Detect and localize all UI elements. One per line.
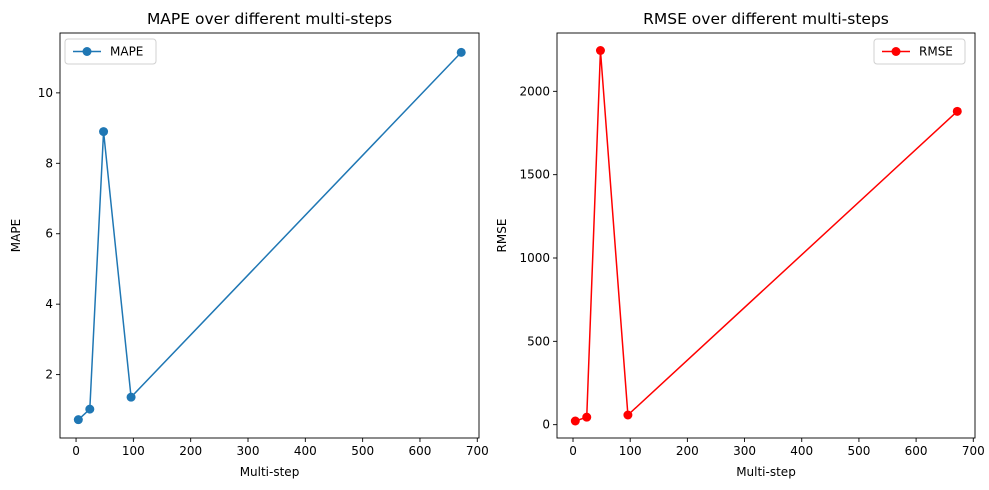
y-axis-label: RMSE xyxy=(495,219,509,253)
mape-chart-panel: MAPE over different multi-steps 0 100 200 30… xyxy=(9,10,489,479)
series-line-mape xyxy=(77,51,462,421)
x-tick-label: 100 xyxy=(122,444,145,458)
y-tick-label: 500 xyxy=(527,334,550,348)
y-tick-label: 2 xyxy=(45,368,53,382)
x-tick-label: 600 xyxy=(905,444,928,458)
legend-marker xyxy=(891,47,901,56)
y-axis-label: MAPE xyxy=(9,219,23,252)
data-point-mape xyxy=(73,415,83,425)
x-tick-label: 0 xyxy=(72,444,80,458)
y-tick-label: 4 xyxy=(45,297,53,311)
mape-plot-frame xyxy=(59,32,480,439)
data-point-mape xyxy=(126,392,136,402)
chart-title: MAPE over different multi-steps xyxy=(147,10,392,28)
legend-label: MAPE xyxy=(110,45,143,59)
x-tick-label: 600 xyxy=(409,444,432,458)
data-point-mape xyxy=(99,127,109,137)
y-tick-label: 2000 xyxy=(519,84,550,98)
data-point-rmse xyxy=(595,46,605,55)
rmse-plot-frame xyxy=(556,32,976,439)
x-axis-label: Multi-step xyxy=(736,465,796,479)
legend-marker xyxy=(82,47,92,56)
x-tick-label: 200 xyxy=(676,444,699,458)
x-tick-label: 300 xyxy=(733,444,756,458)
y-tick-label: 0 xyxy=(542,418,550,432)
y-tick-label: 1500 xyxy=(519,168,550,182)
x-tick-label: 0 xyxy=(569,444,577,458)
data-point-rmse xyxy=(623,410,633,420)
x-tick-label: 200 xyxy=(179,444,202,458)
legend-box xyxy=(873,38,966,65)
data-point-mape xyxy=(456,47,466,57)
y-tick-label: 1000 xyxy=(519,251,550,265)
x-tick-label: 700 xyxy=(962,444,985,458)
data-point-mape xyxy=(85,404,95,414)
x-tick-label: 500 xyxy=(847,444,870,458)
x-tick-label: 100 xyxy=(619,444,642,458)
data-point-rmse xyxy=(570,416,580,426)
x-tick-label: 300 xyxy=(237,444,260,458)
rmse-chart-panel: RMSE over different multi-steps 0 100 200 30… xyxy=(495,10,985,479)
series-line-rmse xyxy=(575,50,958,422)
y-tick-label: 8 xyxy=(45,156,53,170)
y-tick-label: 10 xyxy=(38,86,53,100)
x-tick-label: 700 xyxy=(466,444,489,458)
y-tick-label: 6 xyxy=(45,227,53,241)
x-tick-label: 500 xyxy=(351,444,374,458)
legend-box xyxy=(64,38,157,65)
chart-title: RMSE over different multi-steps xyxy=(643,10,889,28)
x-axis-label: Multi-step xyxy=(240,465,300,479)
legend-label: RMSE xyxy=(919,45,953,59)
x-tick-label: 400 xyxy=(790,444,813,458)
data-point-rmse xyxy=(952,106,962,116)
data-point-rmse xyxy=(582,412,592,422)
x-tick-label: 400 xyxy=(294,444,317,458)
